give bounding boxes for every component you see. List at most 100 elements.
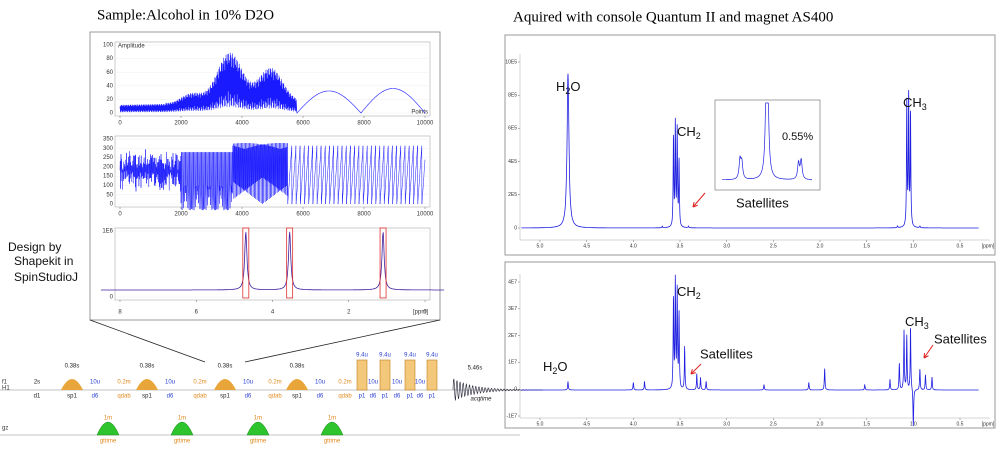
design-note: SpinStudioJ: [14, 270, 78, 284]
annotation-subscript: 3: [922, 102, 927, 112]
x-tick-label: 0.5: [957, 243, 964, 249]
y-tick-label: 8E5: [508, 93, 517, 99]
duration-label: 1m: [104, 416, 112, 422]
event-label: d6: [417, 394, 424, 400]
y-tick-label: 6E5: [508, 126, 517, 132]
x-tick-label: 3.5: [677, 421, 684, 427]
right-title: Aquired with console Quantum II and magn…: [513, 9, 833, 25]
duration-label: 1m: [178, 416, 186, 422]
x-tick-label: 3.0: [723, 421, 730, 427]
x-tick-label: 2000: [174, 212, 188, 218]
left-title: Sample:Alcohol in 10% D2O: [97, 7, 274, 23]
event-label: d6: [317, 394, 324, 400]
annotation-text: CH: [677, 284, 696, 299]
y-tick-label: 100: [103, 183, 114, 189]
x-tick-label: 2.0: [817, 421, 824, 427]
event-label: d6: [92, 394, 99, 400]
y-tick-label: 0: [110, 111, 114, 117]
x-tick-label: 2.5: [770, 421, 777, 427]
annotation-text: O: [557, 359, 567, 374]
duration-label: 10u: [165, 380, 175, 386]
duration-label: 10u: [90, 380, 100, 386]
channel-label: gz: [2, 426, 8, 432]
spectrum-frame: [505, 262, 995, 428]
duration-label: 10u: [392, 380, 402, 386]
design-note: Shapekit in: [14, 254, 73, 268]
duration-label: 0.2m: [268, 380, 281, 386]
red-arrow: [691, 364, 701, 374]
x-tick-label: 0: [118, 212, 122, 218]
x-tick-label: 6000: [296, 121, 310, 127]
x-tick-label: 2: [347, 310, 351, 316]
duration-label: 9.4u: [356, 353, 368, 359]
x-tick-label: 2000: [174, 121, 188, 127]
x-tick-label: 10000: [417, 212, 434, 218]
shaped-pulse: [136, 379, 158, 390]
event-label: sp1: [67, 394, 77, 400]
annotation-subscript: 2: [696, 291, 701, 301]
y-tick-label: 100: [103, 43, 114, 49]
y-tick-label: 150: [103, 174, 114, 180]
duration-label: 0.2m: [338, 380, 351, 386]
annotation: H2O: [543, 359, 568, 376]
x-tick-label: 4.5: [583, 243, 590, 249]
event-label: d6: [245, 394, 252, 400]
duration-label: 0.38s: [290, 364, 305, 370]
y-tick-label: 2E7: [508, 333, 517, 339]
y-tick-label: -1E7: [506, 413, 517, 419]
x-tick-label: 1.5: [863, 421, 870, 427]
event-label: sp1: [220, 394, 230, 400]
x-tick-label: 3.0: [723, 243, 730, 249]
duration-label: 5.46s: [468, 366, 483, 372]
x-tick-label: 6000: [296, 212, 310, 218]
x-tick-label: 5.0: [537, 421, 544, 427]
duration-label: 0.2m: [193, 380, 206, 386]
gradient-pulse: [171, 422, 193, 435]
event-label: acqtime: [470, 397, 492, 403]
shaped-pulse: [286, 379, 308, 390]
event-label: d6: [167, 394, 174, 400]
annotation: CH2: [677, 284, 701, 301]
axis-unit: [ppm]: [982, 243, 995, 249]
event-label: gttime: [174, 439, 191, 445]
y-tick-label: 10E5: [505, 59, 517, 65]
annotation: CH2: [677, 124, 701, 141]
duration-label: 1m: [328, 416, 336, 422]
x-tick-label: 2.5: [770, 243, 777, 249]
event-label: gttime: [324, 439, 341, 445]
annotation-subscript: 3: [924, 321, 929, 331]
x-tick-label: 1.5: [863, 243, 870, 249]
y-tick-label: 20: [106, 97, 113, 103]
hard-pulse: [380, 360, 390, 390]
x-tick-label: 4: [271, 310, 275, 316]
x-tick-label: 8000: [357, 212, 371, 218]
annotation: CH3: [905, 314, 929, 331]
x-tick-label: 10000: [417, 121, 434, 127]
duration-label: 0.38s: [218, 364, 233, 370]
event-label: gttime: [100, 439, 117, 445]
channel-label: H1: [2, 386, 10, 392]
x-tick-label: 4000: [235, 121, 249, 127]
y-tick-label: 1E6: [102, 229, 113, 235]
event-label: p1: [407, 394, 414, 400]
y-tick-label: 4E5: [508, 159, 517, 165]
duration-label: 10u: [243, 380, 253, 386]
axis-unit: Points: [411, 110, 428, 116]
red-arrow: [693, 193, 705, 207]
annotation: Satellites: [700, 346, 753, 361]
y-tick-label: 300: [103, 146, 114, 152]
axis-unit: [ppm]: [413, 310, 428, 316]
duration-label: 1m: [254, 416, 262, 422]
event-label: p1: [359, 394, 366, 400]
duration-label: 0.2m: [117, 380, 130, 386]
annotation: 0.55%: [782, 131, 813, 143]
event-label: d6: [370, 394, 377, 400]
duration-label: 10u: [368, 380, 378, 386]
event-label: sp1: [292, 394, 302, 400]
x-tick-label: 8: [118, 310, 122, 316]
y-tick-label: 350: [103, 137, 114, 143]
annotation-text: H: [556, 79, 565, 94]
gradient-pulse: [97, 422, 119, 435]
y-tick-label: 1E7: [508, 360, 517, 366]
event-label: qdab: [193, 394, 207, 400]
